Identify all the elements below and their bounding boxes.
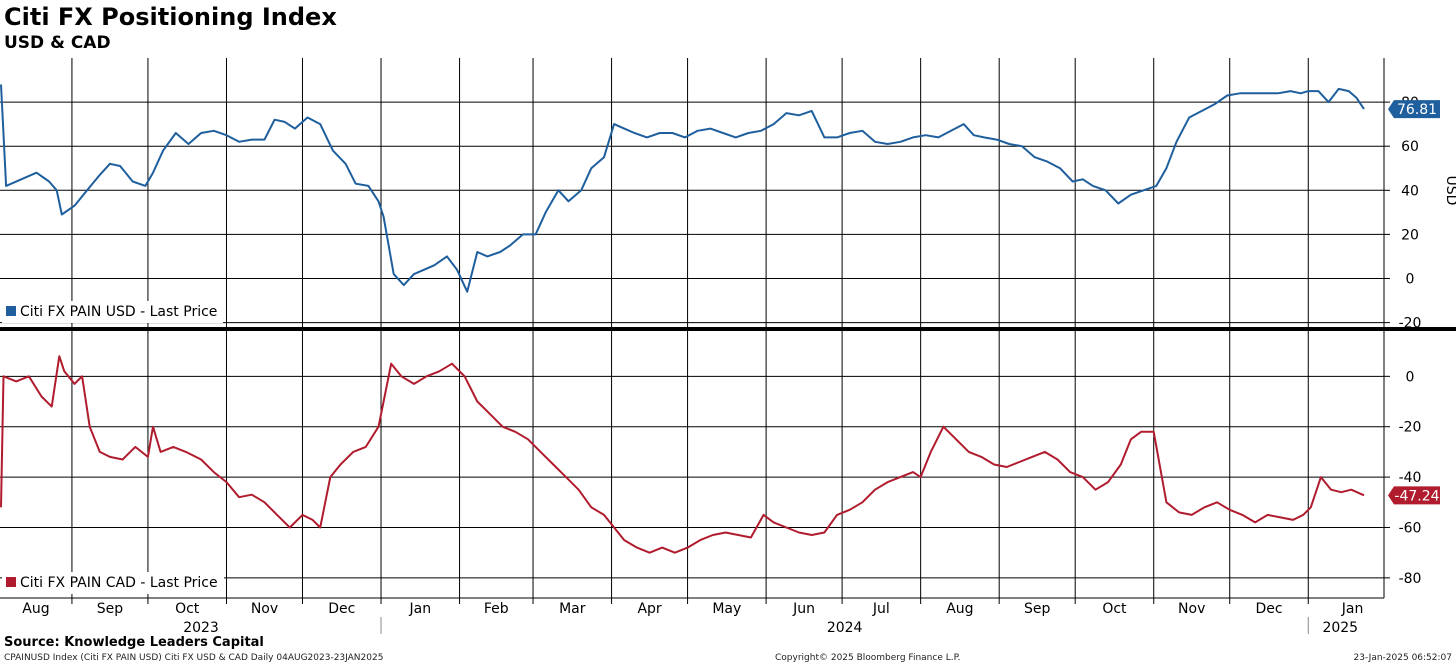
x-tick-label: Dec <box>328 601 355 617</box>
x-tick-label: Jul <box>872 601 890 617</box>
legend-cad-label: Citi FX PAIN CAD - Last Price <box>20 575 218 591</box>
legend-cad-swatch <box>6 577 16 587</box>
last-value-label-1: -47.24 <box>1394 488 1439 504</box>
y-axis-title: USD <box>1443 176 1456 206</box>
series-line-0 <box>0 84 1365 293</box>
y-tick-label: 20 <box>1401 227 1419 243</box>
x-tick-label: Apr <box>637 601 661 617</box>
year-label: 2025 <box>1322 620 1358 636</box>
x-tick-label: Nov <box>251 601 278 617</box>
source-note: Source: Knowledge Leaders Capital <box>4 635 264 650</box>
y-tick-label: 60 <box>1401 139 1419 155</box>
footer-center: Copyright© 2025 Bloomberg Finance L.P. <box>775 653 961 663</box>
legend-usd: Citi FX PAIN USD - Last Price <box>2 301 224 323</box>
x-tick-label: Sep <box>97 601 124 617</box>
y-tick-label: -20 <box>1399 420 1422 436</box>
series-line-1 <box>0 355 1365 554</box>
last-value-tag-0 <box>1388 100 1440 119</box>
legend-cad: Citi FX PAIN CAD - Last Price <box>2 572 224 594</box>
x-tick-label: Mar <box>559 601 586 617</box>
y-tick-label: 40 <box>1401 183 1419 199</box>
x-tick-label: Jun <box>792 601 815 617</box>
grid-layer <box>0 58 1384 598</box>
year-label: 2023 <box>183 620 219 636</box>
x-tick-label: Oct <box>175 601 200 617</box>
footer-right: 23-Jan-2025 06:52:07 <box>1353 653 1452 663</box>
chart-subtitle: USD & CAD <box>4 33 111 53</box>
y-tick-label: -40 <box>1399 470 1422 486</box>
y-tick-label: 0 <box>1406 369 1415 385</box>
x-tick-label: Feb <box>484 601 509 617</box>
panel-separator <box>0 327 1456 331</box>
series-layer <box>0 84 1365 554</box>
legend-usd-label: Citi FX PAIN USD - Last Price <box>20 304 218 320</box>
year-label: 2024 <box>827 620 863 636</box>
x-tick-label: Aug <box>22 601 49 617</box>
y-tick-label: -80 <box>1399 571 1422 587</box>
x-tick-label: Nov <box>1178 601 1205 617</box>
axis-layer: Aug Sep Oct Nov Dec Jan Feb Mar Apr May Jun Jul Aug S… <box>0 58 1456 636</box>
last-value-tag-1 <box>1388 486 1440 505</box>
footer-left: CPAINUSD Index (Citi FX PAIN USD) Citi F… <box>4 653 384 663</box>
y-tick-label: -60 <box>1399 520 1422 536</box>
x-tick-label: May <box>712 601 741 617</box>
x-tick-label: Jan <box>1341 601 1364 617</box>
x-tick-label: Oct <box>1102 601 1127 617</box>
x-tick-label: Jan <box>408 601 431 617</box>
chart-title: Citi FX Positioning Index <box>4 3 337 31</box>
x-tick-label: Aug <box>946 601 973 617</box>
legend-usd-swatch <box>6 306 16 316</box>
last-value-label-0: 76.81 <box>1397 102 1437 118</box>
y-tick-label: 0 <box>1406 271 1415 287</box>
x-tick-label: Sep <box>1024 601 1051 617</box>
x-tick-label: Dec <box>1255 601 1282 617</box>
